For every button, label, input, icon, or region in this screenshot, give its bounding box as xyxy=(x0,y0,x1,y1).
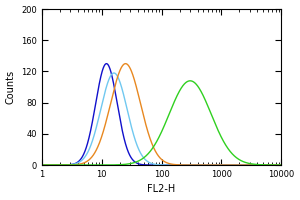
isotype control (orange) xyxy=(280,164,283,166)
secondary only (light blue) xyxy=(196,164,200,166)
TLR1 antibody (green) xyxy=(83,164,87,166)
secondary only (light blue) xyxy=(83,155,87,158)
control (blue/dark) xyxy=(83,149,87,151)
isotype control (orange) xyxy=(132,75,135,78)
control (blue/dark) xyxy=(40,164,44,166)
TLR1 antibody (green) xyxy=(219,134,222,137)
control (blue/dark) xyxy=(237,164,241,166)
secondary only (light blue) xyxy=(219,164,222,166)
TLR1 antibody (green) xyxy=(131,162,135,164)
secondary only (light blue) xyxy=(112,72,116,74)
secondary only (light blue) xyxy=(40,164,44,166)
secondary only (light blue) xyxy=(132,133,135,135)
control (blue/dark) xyxy=(196,164,200,166)
TLR1 antibody (green) xyxy=(40,164,44,166)
control (blue/dark) xyxy=(184,164,187,166)
Line: secondary only (light blue): secondary only (light blue) xyxy=(42,73,281,165)
isotype control (orange) xyxy=(124,62,127,65)
isotype control (orange) xyxy=(196,164,200,166)
secondary only (light blue) xyxy=(237,164,241,166)
X-axis label: FL2-H: FL2-H xyxy=(148,184,176,194)
isotype control (orange) xyxy=(184,164,187,166)
isotype control (orange) xyxy=(40,164,44,166)
control (blue/dark) xyxy=(132,159,135,162)
Line: isotype control (orange): isotype control (orange) xyxy=(42,64,281,165)
TLR1 antibody (green) xyxy=(188,80,192,82)
secondary only (light blue) xyxy=(280,164,283,166)
isotype control (orange) xyxy=(237,164,241,166)
control (blue/dark) xyxy=(105,62,108,65)
TLR1 antibody (green) xyxy=(184,82,187,84)
TLR1 antibody (green) xyxy=(237,158,241,161)
TLR1 antibody (green) xyxy=(196,85,200,87)
control (blue/dark) xyxy=(219,164,222,166)
secondary only (light blue) xyxy=(184,164,187,166)
TLR1 antibody (green) xyxy=(280,164,283,166)
Line: TLR1 antibody (green): TLR1 antibody (green) xyxy=(42,81,281,165)
control (blue/dark) xyxy=(280,164,283,166)
Y-axis label: Counts: Counts xyxy=(6,70,16,104)
Line: control (blue/dark): control (blue/dark) xyxy=(42,64,281,165)
isotype control (orange) xyxy=(219,164,222,166)
isotype control (orange) xyxy=(83,161,87,163)
